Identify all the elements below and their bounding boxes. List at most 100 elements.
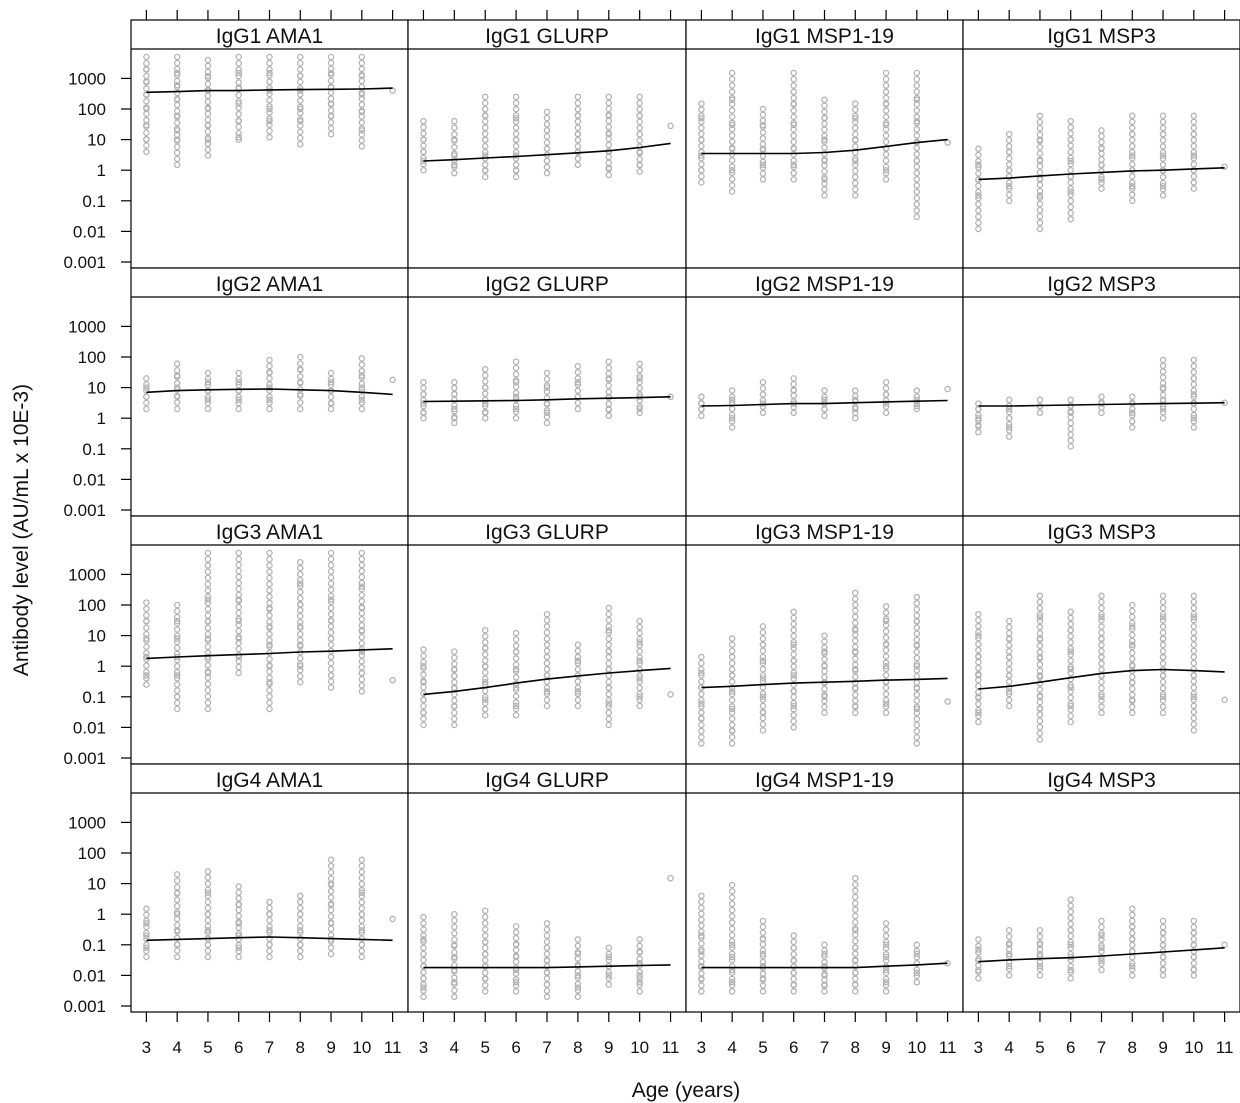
panel-igg2-ama1: IgG2 AMA1 xyxy=(130,267,409,517)
data-point xyxy=(1190,623,1198,630)
x-tick-label: 7 xyxy=(1097,1038,1106,1057)
data-point xyxy=(266,637,273,644)
data-point xyxy=(574,942,582,950)
data-point xyxy=(1129,613,1136,621)
data-point xyxy=(605,171,613,179)
data-point xyxy=(975,712,982,720)
data-point xyxy=(913,144,921,152)
x-axis-top-col-1 xyxy=(145,10,394,20)
data-point xyxy=(266,393,273,400)
data-point xyxy=(358,573,366,581)
panel-title: IgG1 MSP1-19 xyxy=(755,25,894,48)
data-point xyxy=(204,375,212,383)
data-point xyxy=(636,372,643,380)
data-point xyxy=(913,393,921,400)
data-point xyxy=(1036,112,1044,120)
data-point xyxy=(882,671,890,679)
data-point xyxy=(852,625,859,633)
data-point xyxy=(204,680,212,688)
x-tick-label: 8 xyxy=(1128,1038,1137,1057)
data-point xyxy=(481,402,489,410)
data-point xyxy=(1098,944,1105,952)
data-point xyxy=(790,138,797,146)
data-point xyxy=(451,672,458,680)
data-point xyxy=(759,391,767,398)
data-point xyxy=(728,107,736,114)
data-point xyxy=(1190,923,1198,931)
data-point xyxy=(1098,936,1105,943)
data-point xyxy=(327,568,335,575)
data-point xyxy=(913,94,921,102)
data-point xyxy=(327,65,335,73)
data-point xyxy=(266,580,273,588)
panel-frame xyxy=(685,515,964,765)
data-point xyxy=(1129,136,1136,144)
y-tick-label: 1 xyxy=(97,657,106,676)
data-point xyxy=(698,118,705,126)
data-point xyxy=(143,630,150,638)
data-point xyxy=(975,219,982,227)
data-point xyxy=(882,646,890,654)
data-point xyxy=(451,124,458,131)
data-point xyxy=(143,405,150,413)
data-point xyxy=(297,580,304,587)
data-point xyxy=(852,931,859,939)
y-tick-label: 10 xyxy=(87,875,106,894)
data-point xyxy=(235,72,242,80)
data-point xyxy=(882,176,890,183)
data-point xyxy=(451,384,458,392)
data-point xyxy=(327,678,335,685)
data-point xyxy=(297,392,304,400)
data-point xyxy=(790,944,797,952)
data-point xyxy=(235,609,242,617)
data-point xyxy=(882,659,890,666)
data-point xyxy=(636,672,643,679)
data-point xyxy=(790,657,797,664)
data-point xyxy=(667,691,674,698)
data-point xyxy=(852,631,859,639)
data-point xyxy=(636,642,643,649)
y-tick-label: 1 xyxy=(97,409,106,428)
data-point xyxy=(543,413,551,420)
data-point xyxy=(790,641,797,649)
data-point xyxy=(358,621,366,629)
trend-line xyxy=(423,142,671,162)
data-point xyxy=(728,424,736,431)
data-point xyxy=(451,936,458,943)
data-point xyxy=(1098,966,1105,974)
data-point xyxy=(1005,678,1013,685)
panel-title: IgG1 GLURP xyxy=(485,25,609,48)
data-point xyxy=(204,868,212,875)
data-point xyxy=(143,104,150,111)
data-point xyxy=(512,414,520,422)
data-point xyxy=(143,85,150,92)
data-point xyxy=(636,696,643,704)
y-tick-label: 1000 xyxy=(68,813,106,832)
data-point xyxy=(235,585,242,593)
x-tick-label: 3 xyxy=(974,1038,983,1057)
data-point xyxy=(143,929,150,937)
data-point xyxy=(358,905,366,912)
data-point xyxy=(975,207,982,214)
panel-title: IgG4 AMA1 xyxy=(216,769,323,792)
data-point xyxy=(667,122,674,130)
data-point xyxy=(143,142,150,149)
data-point xyxy=(636,112,643,119)
data-point xyxy=(636,690,643,698)
data-point xyxy=(512,988,520,995)
data-point xyxy=(266,630,273,638)
data-point xyxy=(698,690,705,698)
data-point xyxy=(605,123,613,131)
data-point xyxy=(481,963,489,970)
data-point xyxy=(728,881,736,889)
data-point xyxy=(759,917,767,925)
data-point xyxy=(605,666,613,673)
data-point xyxy=(358,137,366,144)
data-point xyxy=(266,105,273,113)
data-point xyxy=(852,118,859,126)
data-point xyxy=(1098,176,1105,183)
x-tick-label: 5 xyxy=(480,1038,489,1057)
data-point xyxy=(913,954,921,961)
data-point xyxy=(821,950,828,958)
data-point xyxy=(173,89,181,97)
